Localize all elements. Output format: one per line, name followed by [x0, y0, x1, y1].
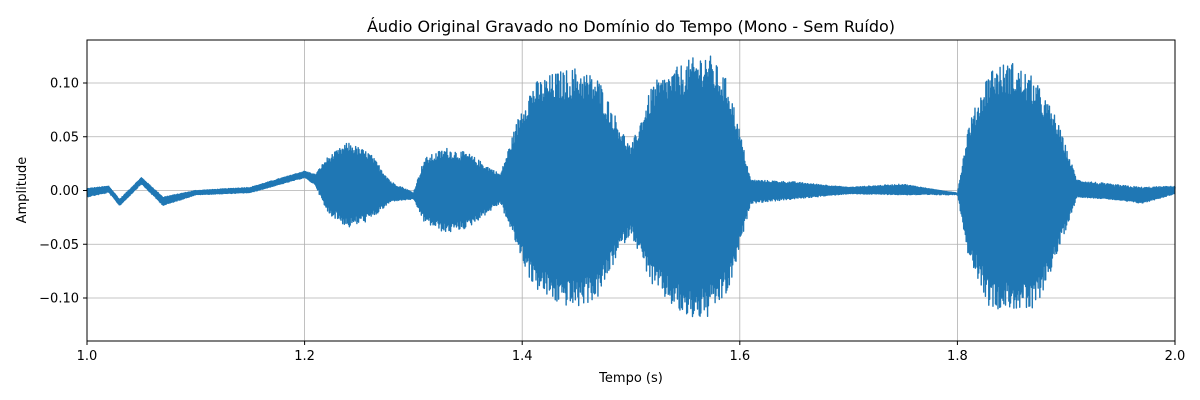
y-tick-label: −0.05 — [39, 238, 79, 253]
waveform-series — [86, 55, 1176, 318]
y-tick-label: 0.05 — [50, 130, 79, 145]
x-tick-label: 1.6 — [729, 349, 750, 364]
x-tick-label: 1.4 — [512, 349, 533, 364]
y-tick-label: 0.10 — [50, 77, 79, 92]
x-tick-label: 1.8 — [947, 349, 968, 364]
chart-title: Áudio Original Gravado no Domínio do Tem… — [367, 17, 895, 36]
x-tick-label: 1.0 — [77, 349, 98, 364]
x-axis-label: Tempo (s) — [598, 371, 663, 386]
y-tick-label: 0.00 — [50, 184, 79, 199]
x-axis: 1.0 1.2 1.4 1.6 1.8 2.0 — [77, 341, 1186, 364]
waveform-line — [86, 55, 1176, 318]
y-axis-label: Amplitude — [15, 157, 30, 224]
y-axis: −0.10 −0.05 0.00 0.05 0.10 — [39, 77, 87, 307]
x-tick-label: 2.0 — [1165, 349, 1186, 364]
x-tick-label: 1.2 — [294, 349, 315, 364]
y-tick-label: −0.10 — [39, 292, 79, 307]
